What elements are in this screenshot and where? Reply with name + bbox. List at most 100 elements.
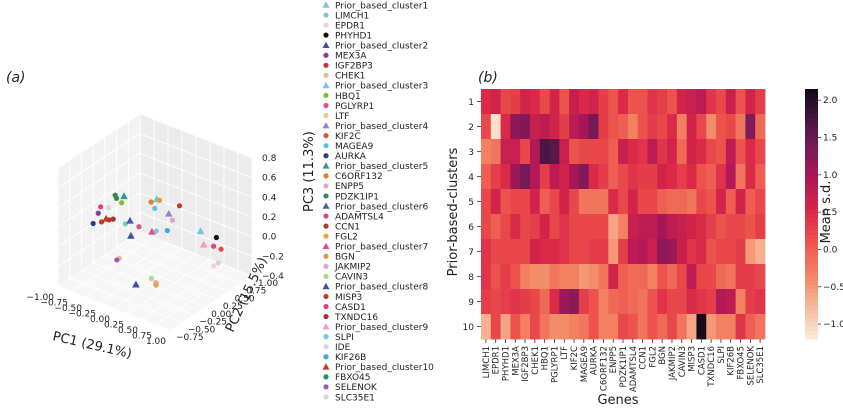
heatmap-cell [745, 89, 756, 115]
heatmap-cell [559, 164, 570, 190]
legend: Prior_based_cluster1LIMCH1EPDR1PHYHD1Pri… [322, 1, 434, 403]
heatmap-cell [676, 314, 688, 340]
heatmap-cell [667, 239, 678, 265]
heatmap-cell [529, 164, 541, 190]
heatmap-cell [755, 264, 766, 290]
heatmap-cell [706, 189, 717, 215]
colorbar-segment [805, 243, 818, 248]
colorbar-segment [805, 309, 818, 315]
heatmap-cell [549, 189, 560, 215]
heatmap-cell [745, 164, 756, 190]
y-tick-label: 1.00 [258, 279, 278, 289]
colorbar-segment [805, 101, 818, 107]
heatmap-cell [549, 139, 560, 165]
legend-label-prior-based-cluster8: Prior_based_cluster8 [335, 283, 428, 293]
y-tick-label: −0.25 [199, 318, 227, 328]
grid-y-floor [57, 285, 171, 331]
heatmap-cell [706, 164, 717, 190]
heatmap-cell [539, 164, 550, 190]
heatmap-cell [647, 264, 658, 290]
scatter-point-prior-based-cluster10 [102, 214, 110, 222]
legend-label-enpp5: ENPP5 [335, 182, 364, 192]
heatmap-cell [588, 264, 599, 290]
column-label: KIF26B [727, 346, 737, 376]
heatmap-cell [745, 314, 756, 340]
heatmap-cell [706, 139, 717, 165]
z-tick-label: −0.2 [262, 252, 284, 262]
colorbar-segment [805, 239, 818, 244]
grid-x-floor [85, 242, 169, 298]
heatmap-cell [745, 214, 756, 240]
colorbar-segment [805, 164, 818, 169]
heatmap-cell [725, 114, 737, 140]
colorbar-segment [805, 134, 818, 140]
heatmap-cell [529, 139, 541, 165]
heatmap-cell [559, 139, 570, 165]
heatmap-cell [657, 189, 668, 215]
legend-marker-aurka [323, 153, 329, 159]
scatter-point-prior-based-cluster8 [132, 280, 140, 288]
heatmap-cell [529, 214, 541, 240]
legend-label-igf2bp3: IGF2BP3 [335, 62, 373, 72]
legend-label-slc35e1: SLC35E1 [335, 393, 375, 403]
heatmap-cell [647, 214, 658, 240]
heatmap-cell [598, 314, 609, 340]
y-tick-label: −0.75 [176, 333, 204, 343]
scatter-point-pglyrp1 [136, 224, 142, 230]
row-label: 1 [468, 98, 474, 108]
legend-label-jakmip2: JAKMIP2 [334, 263, 371, 273]
heatmap-cell [569, 264, 580, 290]
colorbar-segment [805, 276, 818, 282]
legend-label-hbq1: HBQ1 [335, 92, 361, 102]
heatmap-cell [520, 314, 531, 340]
heatmap-cell [490, 314, 501, 340]
grid-z-back [139, 172, 253, 218]
heatmap-cell [510, 214, 521, 240]
heatmap-cell [578, 289, 590, 315]
heatmap-cell [686, 189, 697, 215]
heatmap-cell [676, 214, 688, 240]
scatter-point-c6orf132 [148, 199, 154, 205]
heatmap-cell [657, 164, 668, 190]
legend-label-ccn1: CCN1 [335, 222, 360, 232]
scatter-point-slc35e1 [105, 204, 112, 211]
heatmap-cell [725, 314, 737, 340]
heatmap-cell [745, 289, 756, 315]
heatmap-cell [598, 89, 609, 115]
heatmap-cell [588, 314, 599, 340]
legend-marker-prior-based-cluster6 [322, 202, 330, 209]
heatmap-cell [569, 289, 580, 315]
heatmap-cell [520, 164, 531, 190]
heatmap-cell [676, 89, 688, 115]
heatmap-cell [618, 314, 629, 340]
heatmap-cells [481, 89, 766, 340]
heatmap-cell [559, 114, 570, 140]
heatmap-row-labels: 1 2 3 4 5 6 7 8 9 10 [463, 98, 481, 333]
heatmap-cell [647, 239, 658, 265]
heatmap-cell [618, 264, 629, 290]
z-tick-label: 0.0 [262, 233, 277, 243]
heatmap-cell [676, 289, 688, 315]
grid-z-left [57, 133, 141, 189]
heatmap-cell [481, 314, 492, 340]
heatmap-cell [667, 314, 678, 340]
scatter-point-limch1 [122, 221, 128, 227]
legend-label-limch1: LIMCH1 [335, 11, 369, 21]
heatmap-cell [627, 114, 639, 140]
legend-label-kif26b: KIF26B [335, 353, 366, 363]
colorbar-tick-label: 1.0 [823, 171, 838, 181]
heatmap-cell [725, 214, 737, 240]
heatmap-cell [745, 139, 756, 165]
heatmap-cell [608, 89, 619, 115]
heatmap-cell [716, 164, 727, 190]
colorbar-segment [805, 168, 818, 173]
legend-label-prior-based-cluster6: Prior_based_cluster6 [335, 202, 428, 212]
column-label: SELENOK [746, 346, 756, 386]
heatmap-cell [706, 239, 717, 265]
legend-marker-cavin3 [323, 273, 329, 279]
legend-label-pdzk1ip1: PDZK1IP1 [335, 192, 379, 202]
heatmap-cell [716, 189, 727, 215]
column-label: TXNDC16 [707, 346, 717, 388]
legend-label-prior-based-cluster3: Prior_based_cluster3 [335, 82, 428, 92]
